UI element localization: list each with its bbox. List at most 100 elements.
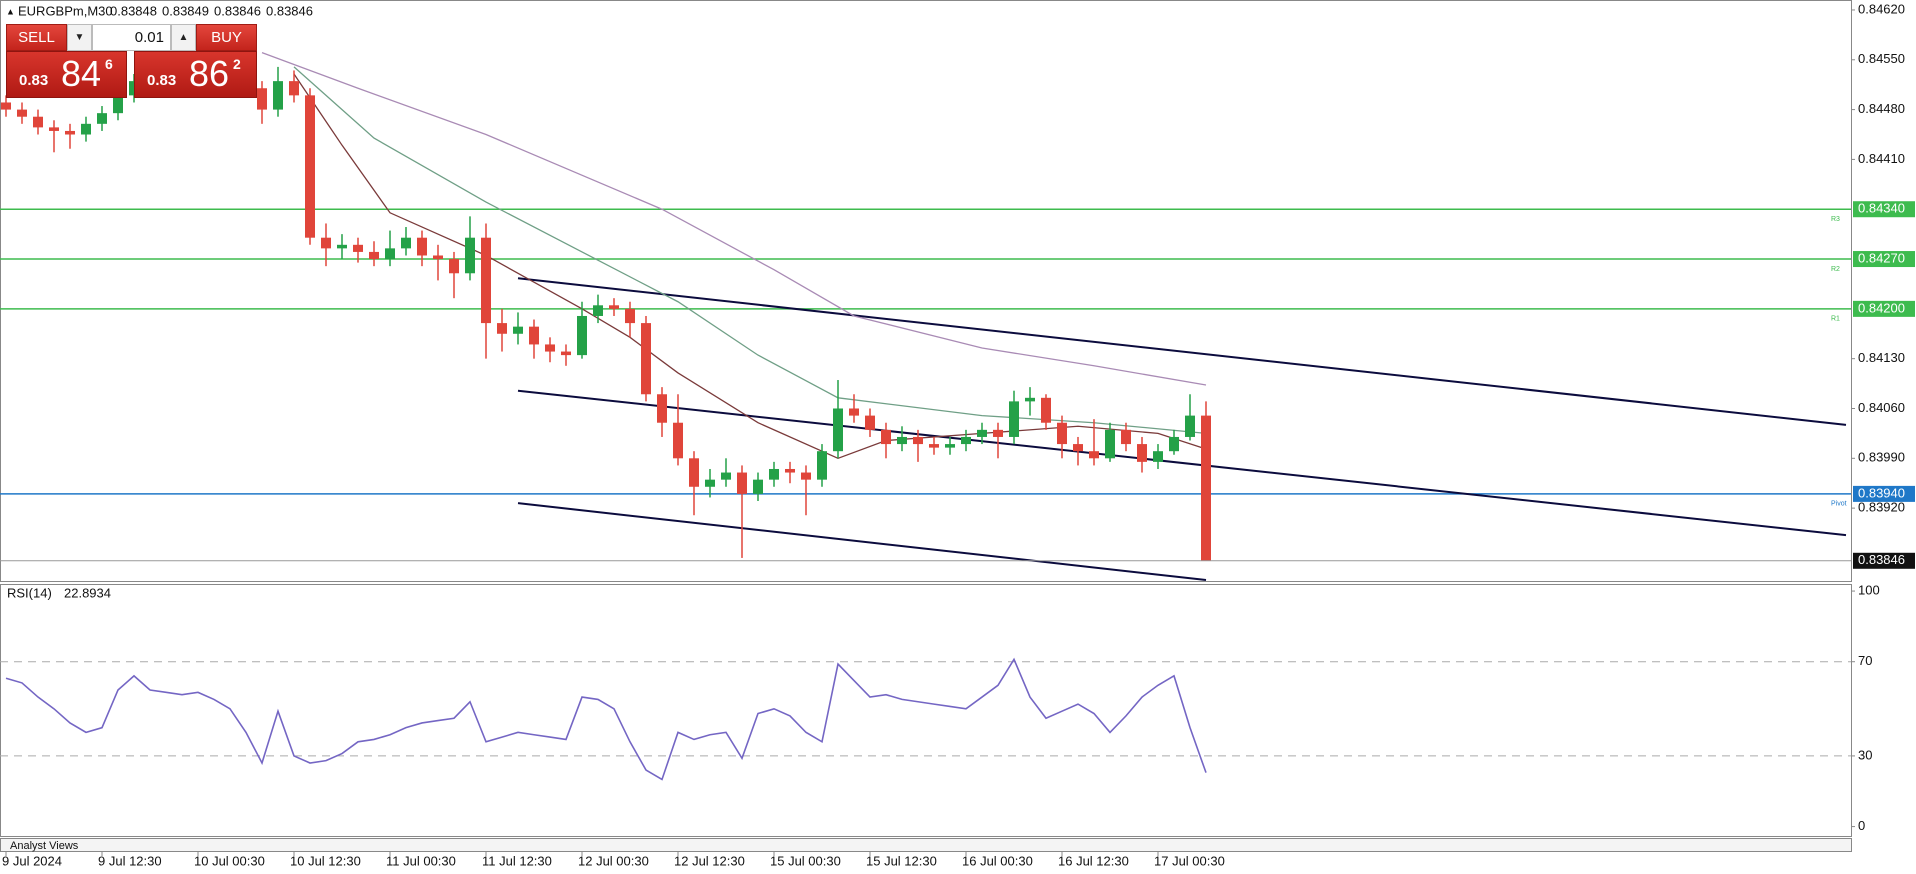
level-price-box [1853,300,1915,317]
candle-body [577,315,587,356]
candle-body [705,479,715,487]
level-name: R2 [1831,266,1840,273]
level-price-label: 0.83940 [1858,485,1905,500]
candle-body [673,422,683,459]
symbol: EURGBPm,M30 [18,3,113,18]
buy-price[interactable]: 0.83 86 2 [134,51,257,98]
x-tick-label: 10 Jul 12:30 [290,853,361,868]
analyst-tab-bar[interactable] [0,838,1852,852]
candle-body [97,113,107,124]
candle-body [1121,429,1131,445]
rsi-title: RSI(14) [7,585,52,600]
candle-body [33,116,43,128]
x-tick-label: 11 Jul 00:30 [386,853,456,868]
candle-body [1105,429,1115,459]
candle-body [49,127,59,131]
candle-body [1201,415,1211,561]
candle-body [881,429,891,445]
candle-body [417,237,427,256]
candle-body [865,415,875,430]
buy-button[interactable]: BUY [196,24,257,51]
level-price-box [1853,251,1915,268]
ohlc-low: 0.83846 [214,3,261,18]
candle-body [1137,444,1147,462]
candle-body [321,237,331,249]
y-tick-label: 0.84550 [1858,51,1905,66]
moving-average [293,73,1207,460]
candle-body [433,255,443,260]
sell-price-point: 6 [105,56,113,72]
candle-body [1025,397,1035,402]
candle-body [289,81,299,96]
candle-body [785,468,795,473]
candle-body [65,130,75,135]
sell-price-prefix: 0.83 [19,72,49,89]
candle-body [641,323,651,395]
trendline [517,277,1847,426]
x-tick-label: 9 Jul 12:30 [98,853,162,868]
candle-body [657,394,667,423]
candle-body [753,479,763,494]
one-click-trading-panel: SELL ▼ 0.01 ▲ BUY 0.83 84 6 0.83 86 2 [6,24,257,98]
candle-body [513,326,523,334]
moving-average [293,66,1207,435]
x-tick-label: 12 Jul 00:30 [578,853,649,868]
candle-body [561,351,571,356]
rsi-line [5,657,1207,781]
candle-body [17,109,27,117]
y-tick-label: 0.84410 [1858,151,1905,166]
analyst-tab[interactable]: Analyst Views [10,840,79,852]
ohlc-open: 0.83848 [110,3,157,18]
candle-body [625,308,635,324]
candle-body [993,429,1003,437]
ohlc-high: 0.83849 [162,3,209,18]
x-tick-label: 10 Jul 00:30 [194,853,265,868]
candle-body [897,436,907,445]
level-price-label: 0.84340 [1858,201,1905,216]
candle-body [689,458,699,487]
level-name: R3 [1831,216,1840,223]
sell-button[interactable]: SELL [6,24,67,51]
lot-increase[interactable]: ▲ [171,24,196,51]
candle-body [1169,436,1179,452]
collapse-icon[interactable]: ▲ [6,6,15,16]
candle-body [913,436,923,445]
last-price-box [1853,552,1915,569]
y-tick-label: 0.83990 [1858,450,1905,465]
candle-body [465,237,475,274]
x-tick-label: 16 Jul 12:30 [1058,853,1129,868]
lot-input[interactable]: 0.01 [92,24,171,51]
level-price-label: 0.84270 [1858,250,1905,265]
candle-body [769,468,779,480]
rsi-pane-frame [0,584,1852,837]
last-price-label: 0.83846 [1858,552,1905,567]
x-tick-label: 16 Jul 00:30 [962,853,1033,868]
x-tick-label: 17 Jul 00:30 [1154,853,1225,868]
main-pane-frame [0,0,1852,582]
lot-decrease[interactable]: ▼ [67,24,92,51]
candle-body [961,436,971,445]
candle-body [257,88,267,110]
y-tick-label: 30 [1858,747,1872,762]
trendline [517,502,1207,581]
candle-body [273,81,283,110]
sell-price[interactable]: 0.83 84 6 [6,51,127,98]
candle-body [801,472,811,480]
candle-body [945,444,955,448]
candle-body [337,244,347,249]
candle-body [849,408,859,416]
sell-price-pips: 84 [61,53,102,94]
x-tick-label: 15 Jul 00:30 [770,853,841,868]
buy-price-prefix: 0.83 [147,72,177,89]
y-tick-label: 70 [1858,653,1872,668]
candle-body [721,472,731,480]
candle-body [1073,444,1083,452]
x-tick-label: 15 Jul 12:30 [866,853,937,868]
y-tick-label: 0.84130 [1858,350,1905,365]
trendline [517,389,1847,537]
candle-body [1041,397,1051,423]
candle-body [1185,415,1195,437]
candle-body [545,344,555,352]
rsi-value: 22.8934 [64,585,111,600]
